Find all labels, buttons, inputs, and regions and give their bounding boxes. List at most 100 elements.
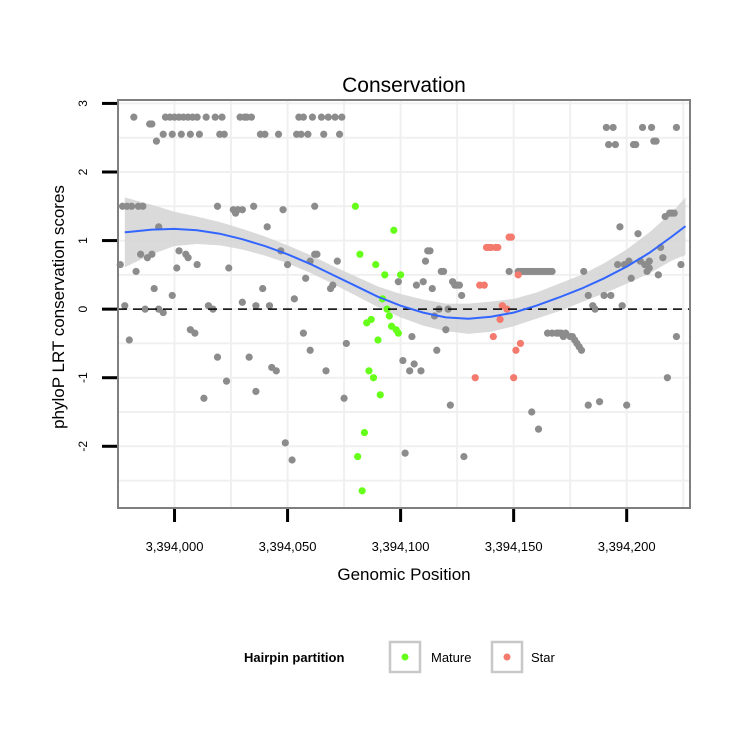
data-point-other — [394, 278, 402, 286]
data-point-other — [645, 257, 653, 265]
data-point-other — [426, 247, 434, 255]
data-point-other — [302, 274, 310, 282]
ribbon-layer — [124, 197, 686, 334]
data-point-other — [222, 377, 231, 385]
data-point-other — [595, 398, 604, 406]
data-point-other — [150, 284, 158, 293]
data-point-star — [507, 233, 515, 241]
data-point-star — [489, 332, 497, 341]
x-tick-label: 3,394,000 — [146, 539, 204, 554]
data-point-other — [399, 356, 407, 365]
data-point-other — [505, 267, 513, 276]
data-point-other — [213, 353, 222, 361]
legend-label-star: Star — [531, 650, 556, 665]
data-point-other — [591, 305, 599, 313]
data-point-other — [412, 281, 421, 289]
data-point-star — [512, 346, 520, 354]
data-point-mature — [397, 271, 405, 279]
legend-dot-mature — [401, 653, 409, 661]
legend: Hairpin partition Mature Star — [244, 640, 556, 674]
data-point-mature — [390, 226, 398, 234]
data-point-mature — [358, 487, 366, 495]
data-point-other — [421, 257, 430, 265]
data-point-other — [611, 140, 619, 149]
data-point-mature — [367, 315, 375, 324]
data-point-other — [442, 326, 450, 334]
data-point-other — [340, 394, 348, 402]
y-tick-label: 3 — [76, 100, 90, 107]
data-point-other — [672, 332, 681, 341]
data-point-other — [584, 401, 592, 409]
data-point-other — [202, 113, 210, 121]
data-point-other — [168, 130, 176, 138]
data-point-other — [125, 336, 133, 344]
data-point-mature — [381, 271, 389, 279]
data-point-other — [195, 130, 203, 138]
data-point-other — [458, 291, 466, 300]
data-point-other — [329, 281, 337, 289]
data-point-star — [471, 374, 479, 382]
data-point-other — [304, 130, 312, 138]
data-point-other — [324, 113, 332, 121]
data-point-other — [602, 123, 610, 132]
data-point-other — [528, 408, 536, 416]
y-tick-label: 1 — [76, 237, 90, 244]
data-point-other — [193, 113, 201, 121]
data-point-other — [417, 367, 425, 375]
data-point-other — [584, 291, 592, 300]
data-point-mature — [376, 391, 384, 399]
data-point-other — [406, 367, 414, 375]
data-point-mature — [354, 452, 362, 461]
data-point-other — [623, 401, 631, 409]
data-point-other — [605, 140, 613, 149]
data-point-star — [494, 243, 502, 252]
data-point-other — [132, 267, 140, 276]
data-point-other — [306, 346, 314, 354]
chart-title: Conservation — [342, 74, 466, 97]
x-axis-ticks: 3,394,000 3,394,050 3,394,100 3,394,150 3,39… — [146, 509, 656, 554]
data-point-other — [455, 281, 463, 289]
data-point-other — [274, 130, 283, 138]
y-tick-label: 0 — [76, 305, 90, 312]
data-point-other — [263, 223, 271, 231]
y-axis-title: phyloP LRT conservation scores — [49, 185, 68, 429]
data-point-other — [652, 137, 660, 145]
x-axis-title: Genomic Position — [337, 565, 470, 584]
y-tick-label: 2 — [76, 168, 90, 175]
y-axis-ticks: -2 -1 0 1 2 3 — [76, 100, 117, 452]
data-point-other — [299, 329, 307, 337]
data-point-other — [281, 439, 289, 447]
data-point-other — [634, 230, 642, 238]
data-point-other — [654, 271, 662, 279]
data-point-other — [616, 223, 624, 231]
data-point-other — [659, 254, 667, 262]
data-point-other — [218, 113, 226, 121]
data-point-other — [290, 295, 298, 303]
data-point-other — [259, 284, 267, 293]
data-point-other — [433, 346, 441, 354]
data-point-star — [480, 281, 488, 289]
x-tick-label: 3,394,100 — [372, 539, 430, 554]
data-point-other — [152, 137, 161, 145]
data-point-other — [272, 367, 280, 375]
data-point-other — [670, 209, 678, 217]
data-point-other — [534, 425, 543, 433]
legend-label-mature: Mature — [431, 650, 471, 665]
data-point-other — [614, 260, 622, 269]
data-point-other — [320, 130, 328, 138]
data-point-other — [184, 254, 192, 262]
data-point-other — [173, 264, 181, 272]
data-point-other — [663, 374, 671, 382]
data-point-mature — [394, 329, 402, 337]
data-point-other — [548, 267, 556, 276]
data-point-other — [141, 305, 149, 313]
data-point-other — [252, 387, 260, 396]
data-point-other — [250, 202, 258, 210]
data-point-other — [408, 332, 416, 341]
data-point-star — [496, 315, 504, 324]
data-point-mature — [369, 374, 378, 382]
data-point-other — [317, 113, 326, 121]
data-point-other — [401, 449, 409, 457]
data-point-other — [677, 260, 685, 269]
